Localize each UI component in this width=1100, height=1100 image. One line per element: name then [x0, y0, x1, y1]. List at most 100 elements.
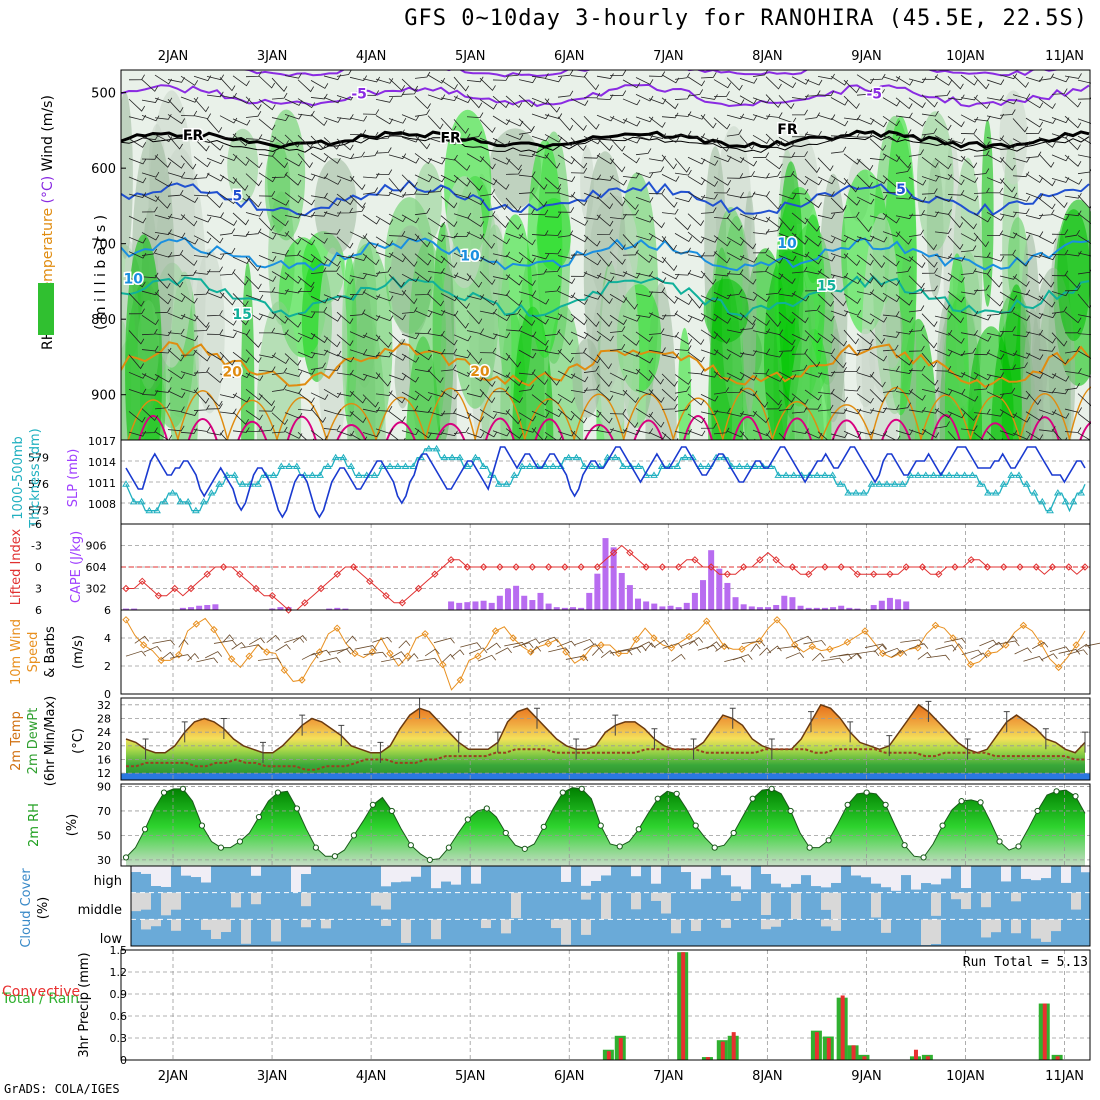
wind-barb: [310, 362, 326, 370]
wind-barb: [973, 314, 992, 321]
wind-barb: [375, 251, 394, 258]
rh-plume: [342, 243, 393, 440]
wind-barb: [206, 310, 223, 317]
cloud-clear-block: [831, 866, 841, 883]
wind-barb: [986, 410, 1004, 417]
wind-barb: [570, 156, 588, 169]
wind-barb: [492, 195, 508, 211]
wind-barb: [635, 234, 654, 241]
wind-barb: [921, 352, 938, 368]
wind-barb: [349, 373, 368, 381]
bottom-date-label: 3JAN: [257, 1069, 288, 1084]
wind-barb: [830, 206, 847, 214]
cloud-clear-block: [691, 866, 701, 890]
wind-barb: [297, 276, 315, 288]
wind-barb: [1025, 390, 1042, 406]
wind-barb: [557, 207, 575, 213]
wind-barb: [544, 134, 563, 143]
cape-bar: [529, 600, 536, 610]
li-marker: [544, 563, 553, 571]
cloud-clear-block: [301, 892, 311, 907]
wind-barb: [375, 266, 392, 274]
wind-barb: [674, 269, 692, 276]
wind-barb: [882, 231, 901, 237]
contour-label: FR: [440, 130, 461, 146]
wind-barb: [518, 234, 536, 246]
wind-barb: [921, 94, 938, 108]
wind-barb: [232, 271, 249, 286]
wind-barb: [453, 158, 471, 171]
thickness-marker: [541, 462, 550, 470]
wind-barb: [869, 193, 888, 201]
cape-bar: [277, 607, 284, 610]
wind-barb: [895, 294, 913, 306]
wind-barb: [180, 370, 199, 377]
wind-barb: [492, 274, 511, 280]
wind-speed-marker: [298, 676, 306, 684]
wind-barb: [427, 174, 446, 183]
thickness-marker: [883, 480, 891, 487]
wind-barb-10m: [160, 651, 175, 660]
thickness-marker: [355, 471, 363, 478]
wind-barb: [947, 332, 965, 344]
cape-bar: [569, 607, 576, 610]
wind-barb: [635, 271, 654, 277]
li-marker: [301, 599, 309, 607]
wind-barb: [1025, 128, 1042, 134]
wind-barb: [245, 334, 262, 348]
wind-barb: [713, 387, 730, 395]
wind-barb: [505, 294, 523, 307]
wind-barb: [492, 386, 510, 393]
cloud-clear-block: [981, 892, 991, 908]
wind-barb: [609, 389, 628, 396]
wind-barb: [999, 137, 1017, 149]
wind-barb: [245, 389, 263, 401]
wind-barb: [700, 207, 717, 214]
wind-barb: [401, 155, 420, 164]
top-date-label: 8JAN: [752, 49, 783, 64]
wind-barb: [986, 211, 1005, 221]
wind-barb: [206, 118, 223, 133]
wind-barb: [635, 408, 654, 418]
wind-barb: [141, 232, 160, 241]
thickness-marker: [1077, 489, 1086, 496]
wind-barb: [323, 312, 342, 322]
wind-barb: [921, 175, 940, 182]
li-marker: [187, 584, 195, 593]
wind-barb: [414, 271, 432, 283]
thickness-marker: [153, 506, 161, 514]
wind-barb: [479, 77, 496, 92]
wind-barb: [232, 231, 250, 237]
wind-barb: [713, 213, 731, 220]
wind-barb: [986, 309, 1003, 316]
minmax-whisker: [338, 724, 345, 746]
wind-barb: [960, 233, 979, 242]
cape-bar: [756, 607, 763, 610]
panel-ylabel: (°C): [71, 728, 86, 754]
wind-barb: [674, 158, 691, 173]
wind-barb: [284, 72, 302, 79]
wind-barb: [570, 137, 587, 152]
wind-barb: [557, 90, 574, 98]
cloud-clear-block: [651, 866, 661, 884]
wind-barb: [414, 153, 432, 164]
wind-barb-10m: [372, 636, 392, 643]
wind-speed-marker: [790, 641, 799, 649]
wind-barb: [297, 312, 316, 318]
wind-barb: [167, 114, 186, 125]
wind-barb: [310, 153, 329, 163]
wind-barb: [908, 116, 926, 127]
wind-barb: [362, 131, 379, 139]
wind-barb: [882, 97, 901, 107]
cape-bar: [830, 607, 837, 610]
wind-barb: [726, 98, 745, 105]
wind-barb: [1012, 138, 1031, 147]
wind-barb: [791, 311, 809, 324]
minmax-whisker: [142, 738, 149, 760]
wind-barb: [947, 310, 965, 324]
cloud-clear-block: [511, 892, 521, 919]
wind-barb: [505, 232, 524, 239]
cape-bar: [561, 607, 568, 610]
wind-barb: [999, 178, 1016, 193]
cape-bar: [602, 538, 609, 610]
